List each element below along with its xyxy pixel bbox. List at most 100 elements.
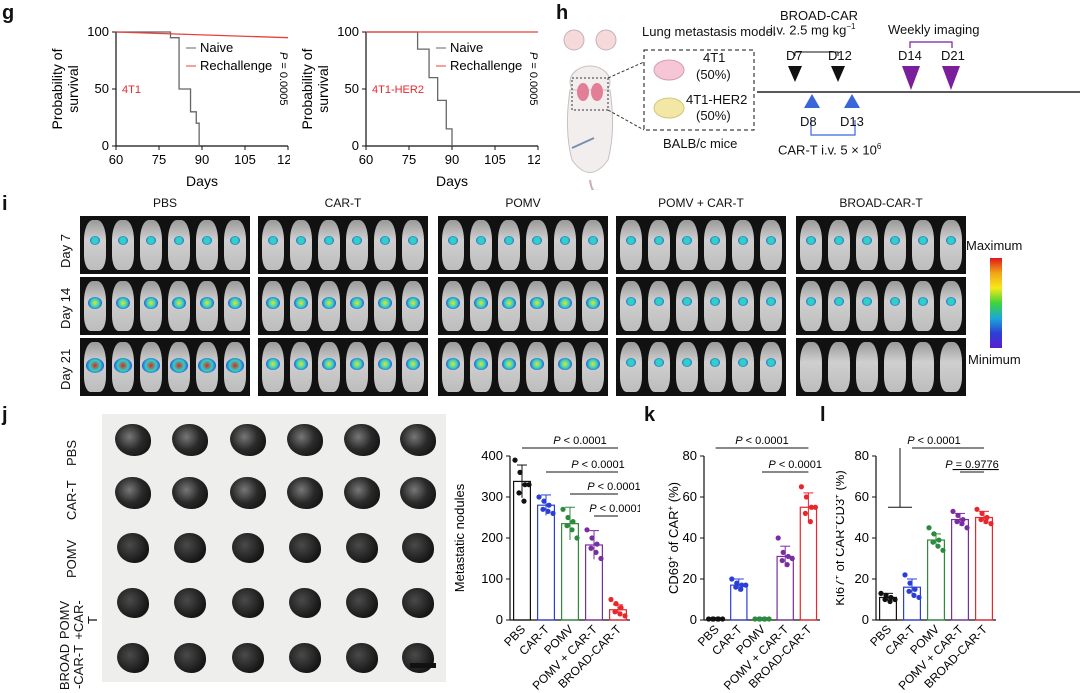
- comparison-p: P: [553, 435, 561, 447]
- data-point: [912, 586, 918, 592]
- comparison-p: P: [907, 435, 915, 447]
- bioluminescence-signal: [228, 297, 242, 309]
- row-day21: Day 21: [58, 348, 73, 390]
- data-point: [710, 616, 716, 622]
- legend-rechallenge: Rechallenge: [450, 58, 522, 73]
- data-point: [802, 510, 808, 516]
- j-row-cart: CAR-T: [64, 480, 79, 520]
- data-point: [906, 588, 912, 594]
- lung-specimen: [400, 477, 436, 509]
- panel-label-l: l: [820, 404, 826, 426]
- mouse-image: [884, 220, 906, 270]
- bar-broad-car-t: [799, 506, 818, 621]
- bioluminescence-signal: [558, 297, 572, 309]
- bioluminescence-signal: [834, 236, 844, 245]
- mouse-image: [526, 220, 548, 270]
- comparison-rest: < 0.0001: [579, 459, 625, 471]
- bar-pomv-car-t: [950, 518, 969, 621]
- mouse-image: [318, 220, 340, 270]
- mouse-image: [648, 281, 670, 331]
- panel-label-g: g: [2, 2, 15, 24]
- data-point: [888, 594, 894, 601]
- bioluminescence-signal: [834, 297, 844, 306]
- bioluminescence-signal: [350, 297, 364, 309]
- bioluminescence-signal: [116, 297, 130, 309]
- comparison-p: P: [768, 459, 776, 471]
- y-tick-label: 0: [690, 612, 697, 627]
- comparison-label: P < 0.0001: [735, 435, 789, 447]
- bioluminescence-signal: [766, 236, 776, 245]
- bioluminescence-signal: [862, 297, 872, 306]
- lung-specimen: [115, 477, 151, 509]
- mouse-image: [196, 220, 218, 270]
- day-d14: D14: [898, 48, 922, 63]
- data-point: [960, 516, 966, 523]
- day-d21: D21: [941, 48, 965, 63]
- bioluminescence-signal: [174, 236, 184, 245]
- data-point: [812, 504, 818, 510]
- imaging-d21-marker: [942, 66, 960, 90]
- mouse-image: [828, 281, 850, 331]
- y-tick-label: 60: [683, 489, 697, 504]
- data-point: [715, 616, 721, 622]
- comparison-rest: < 0.0001: [743, 435, 789, 447]
- mouse-image: [648, 220, 670, 270]
- bioluminescence-signal: [766, 358, 776, 367]
- data-point: [522, 482, 528, 488]
- day-d13: D13: [840, 114, 864, 129]
- bioluminescence-signal: [118, 236, 128, 245]
- bioluminescence-signal: [448, 236, 458, 245]
- bioluminescence-signal: [682, 297, 692, 306]
- lung-specimen: [402, 643, 434, 673]
- group-broad-cart: BROAD-CAR-T: [839, 196, 923, 210]
- bioluminescence-signal: [738, 358, 748, 367]
- data-point: [734, 580, 740, 586]
- y-axis-label-part: Metastatic nodules: [452, 483, 467, 592]
- series-line-naive: [366, 31, 453, 146]
- lung-specimen: [174, 533, 206, 563]
- legend-naive: Naive: [450, 40, 483, 55]
- data-point: [588, 545, 594, 551]
- bioluminescence-signal: [766, 297, 776, 306]
- data-point: [612, 609, 618, 615]
- lung-specimen: [172, 477, 208, 509]
- data-point: [574, 535, 580, 541]
- data-point: [808, 504, 814, 510]
- lung-photo: [102, 414, 446, 682]
- bioluminescence-signal: [918, 236, 928, 245]
- y-axis-label-part: CD3: [836, 499, 847, 525]
- data-point: [988, 521, 994, 527]
- data-point: [983, 519, 989, 525]
- data-point: [565, 514, 571, 521]
- survival-chart-4t1-her2: 60 75 90 105 120 0 50 100 Days Probability ofsurv…: [299, 24, 540, 189]
- mouse-image: [856, 281, 878, 331]
- x-tick-label: 120: [527, 152, 540, 167]
- model-title: Lung metastasis model: [642, 24, 776, 39]
- mouse-image: [582, 220, 604, 270]
- y-tick-label: 100: [87, 24, 109, 39]
- bioluminescence-signal: [476, 236, 486, 245]
- data-point: [979, 510, 985, 516]
- comparison-label: P < 0.0001: [589, 503, 640, 515]
- legend-rechallenge: Rechallenge: [200, 58, 272, 73]
- data-point: [550, 510, 556, 516]
- mouse-image: [940, 281, 962, 331]
- mouse-image: [760, 281, 782, 331]
- lung-specimen: [232, 643, 264, 673]
- imaging-panel: [796, 338, 966, 396]
- p-rest: = 0.0005: [527, 59, 539, 105]
- mouse-image: [84, 220, 106, 270]
- mouse-image: [620, 342, 642, 392]
- data-point: [545, 508, 551, 514]
- lung-specimen: [289, 533, 321, 563]
- y-axis-label-part: CD69: [666, 561, 681, 594]
- imaging-panel: [258, 338, 428, 396]
- cart-d8-marker: [804, 94, 820, 108]
- y-axis-label: Ki67+ of CAR−CD3+ (%): [836, 470, 847, 605]
- mouse-image: [912, 220, 934, 270]
- data-point: [950, 508, 956, 514]
- lung-specimen: [117, 643, 149, 673]
- data-point: [517, 469, 523, 475]
- data-point: [974, 506, 980, 512]
